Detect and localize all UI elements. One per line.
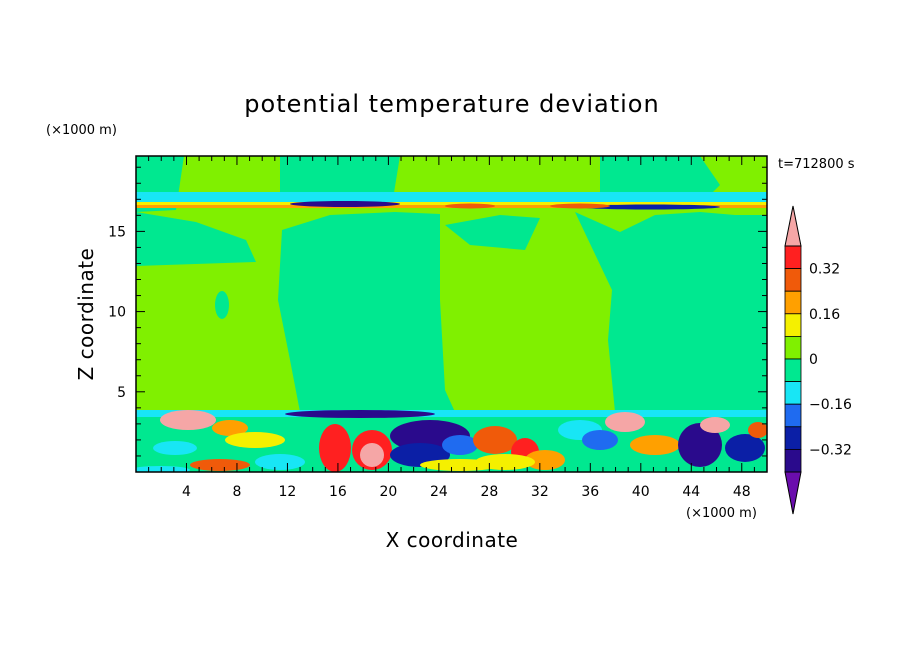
strip-cyan [136,192,767,202]
colorbar-box [784,448,802,473]
x-tick-label: 24 [430,484,448,500]
bl-cyan-top [136,410,767,417]
x-tick-label: 8 [232,484,241,500]
bl-cell-24 [420,459,500,471]
bl-cell-22 [190,459,250,471]
x-unit-label: (×1000 m) [686,506,757,521]
x-axis-label: X coordinate [386,528,519,552]
bl-cell-19 [700,417,730,433]
y-unit-label: (×1000 m) [46,123,117,138]
chart-title: potential temperature deviation [244,90,659,118]
x-tick-label: 36 [581,484,599,500]
bl-cell-15 [582,430,618,450]
bl-cell-3 [153,441,197,455]
colorbar-box [784,381,802,405]
bl-cell-16 [605,412,645,432]
strip-positive-2 [550,203,610,209]
bl-cell-9 [442,435,478,455]
colorbar-label: 0.16 [809,307,840,323]
colorbar-box [784,290,802,315]
bl-cell-0 [160,410,216,430]
x-tick-label: 16 [329,484,347,500]
time-label: t=712800 s [778,157,855,172]
region-mid-right [575,212,767,412]
x-tick-label: 32 [531,484,549,500]
bl-cell-4 [319,424,351,472]
bl-cell-6 [360,443,384,467]
y-tick-label: 5 [117,385,126,401]
colorbar-box [784,358,802,383]
bl-cell-1 [212,420,248,436]
colorbar-box [784,313,802,337]
colorbar-box [784,245,802,270]
x-tick-label: 40 [632,484,650,500]
region-mid-small [445,215,540,250]
colorbar-label: 0.32 [809,262,840,278]
colorbar-box [784,335,802,360]
bl-cell-18 [678,423,722,467]
x-tick-label: 48 [733,484,751,500]
region-upper-left [136,212,256,266]
bl-top-negative [285,410,435,418]
bl-cell-12 [525,450,565,470]
bl-cell-2 [225,432,285,448]
colorbar-label: 0 [809,352,818,368]
blob-negative [215,291,229,319]
contour-fill [136,156,767,472]
region-mid-center [278,212,455,412]
x-tick-label: 20 [379,484,397,500]
x-tick-label: 28 [480,484,498,500]
bl-cell-20 [725,434,765,462]
colorbar-label: −0.16 [809,397,852,413]
y-axis-label: Z coordinate [74,248,98,381]
colorbar-box [784,268,802,292]
x-tick-label: 12 [279,484,297,500]
plot-area [135,155,768,473]
x-tick-label: 4 [182,484,191,500]
bl-cell-21 [748,422,767,438]
y-tick-label: 10 [108,305,126,321]
colorbar-top-arrow [784,205,802,247]
colorbar-label: −0.32 [809,442,852,458]
bl-cell-25 [136,466,190,472]
bl-cell-23 [255,454,305,470]
colorbar-bottom-arrow [784,471,802,515]
bl-cell-17 [630,435,680,455]
bl-cell-10 [473,426,517,454]
colorbar: 0.32 0.16 0 −0.16 −0.32 [784,205,852,515]
y-tick-label: 15 [108,224,126,240]
strip-deep-negative-1 [290,201,400,207]
colorbar-box [784,403,802,428]
x-tick-label: 44 [682,484,700,500]
colorbar-box [784,426,802,450]
strip-deep-negative-2 [580,204,720,210]
strip-positive-1 [445,203,495,209]
